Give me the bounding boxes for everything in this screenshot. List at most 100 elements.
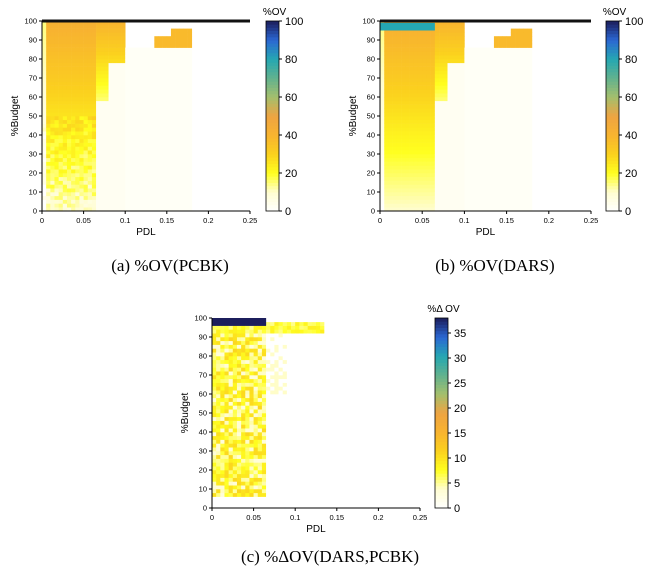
heatmap-cell [249, 454, 254, 459]
heatmap-cell [261, 428, 267, 433]
heatmap-cell [96, 154, 101, 159]
heatmap-cell [498, 135, 503, 140]
heatmap-cell [146, 74, 151, 79]
heatmap-cell [187, 119, 193, 124]
heatmap-cell [75, 24, 80, 29]
heatmap-cell [83, 207, 89, 212]
heatmap-cell [311, 321, 317, 326]
heatmap-cell [401, 157, 406, 162]
heatmap-cell [91, 36, 97, 41]
heatmap-cell [493, 74, 499, 79]
heatmap-cell [216, 420, 221, 425]
heatmap-cell [236, 447, 242, 452]
heatmap-cell [451, 78, 457, 83]
heatmap-cell [468, 161, 474, 166]
heatmap-cell [42, 62, 47, 67]
heatmap-cell [224, 416, 229, 421]
heatmap-cell [175, 169, 180, 174]
heatmap-cell [150, 104, 155, 109]
heatmap-cell [451, 138, 457, 143]
heatmap-cell [311, 432, 317, 437]
heatmap-cell [489, 89, 495, 94]
heatmap-cell [396, 28, 402, 33]
heatmap-cell [245, 382, 250, 387]
heatmap-cell [245, 466, 250, 471]
heatmap-cell [282, 409, 288, 414]
heatmap-cell [527, 112, 533, 117]
heatmap-cell [54, 199, 59, 204]
heatmap-cell [112, 89, 118, 94]
heatmap-cell [295, 500, 300, 505]
heatmap-cell [409, 180, 415, 185]
heatmap-cell [464, 192, 469, 197]
heatmap-cell [515, 195, 520, 200]
heatmap-cell [220, 439, 225, 444]
heatmap-cell [187, 188, 193, 193]
heatmap-cell [401, 207, 406, 212]
heatmap-cell [71, 154, 76, 159]
heatmap-cell [224, 439, 229, 444]
heatmap-cell [236, 375, 242, 380]
x-tick-label: 0.2 [203, 216, 213, 225]
heatmap-cell [228, 390, 234, 395]
heatmap-cell [439, 85, 444, 90]
heatmap-cell [216, 439, 221, 444]
heatmap-cell [179, 55, 184, 60]
heatmap-cell [506, 104, 512, 109]
heatmap-cell [434, 157, 440, 162]
heatmap-cell [249, 473, 254, 478]
heatmap-cell [216, 337, 221, 342]
heatmap-cell [380, 74, 385, 79]
heatmap-cell [388, 184, 393, 189]
heatmap-cell [295, 485, 300, 490]
heatmap-cell [430, 81, 436, 86]
heatmap-cell [439, 119, 444, 124]
heatmap-cell [162, 85, 168, 90]
colorbar-segment [606, 55, 619, 60]
heatmap-cell [299, 458, 304, 463]
heatmap-cell [464, 66, 469, 71]
heatmap-cell [187, 97, 193, 102]
heatmap-cell [282, 500, 288, 505]
heatmap-cell [112, 116, 118, 121]
heatmap-cell [443, 55, 448, 60]
heatmap-cell [506, 123, 512, 128]
heatmap-cell [125, 142, 130, 147]
heatmap-cell [71, 165, 76, 170]
heatmap-cell [79, 146, 84, 151]
heatmap-cell [485, 70, 491, 75]
colorbar-segment [606, 36, 619, 41]
heatmap-cell [451, 81, 457, 86]
heatmap-cell [261, 333, 267, 338]
heatmap-cell [523, 100, 528, 105]
heatmap-cell [253, 344, 259, 349]
heatmap-cell [477, 93, 482, 98]
heatmap-cell [183, 135, 188, 140]
heatmap-cell [46, 85, 51, 90]
heatmap-cell [125, 89, 130, 94]
heatmap-cell [527, 47, 533, 52]
heatmap-cell [413, 176, 419, 181]
heatmap-cell [257, 489, 263, 494]
heatmap-cell [515, 70, 520, 75]
heatmap-cell [66, 89, 72, 94]
heatmap-cell [278, 348, 284, 353]
heatmap-cell [270, 371, 275, 376]
heatmap-cell [502, 165, 507, 170]
heatmap-cell [125, 123, 130, 128]
heatmap-cell [42, 36, 47, 41]
heatmap-cell [58, 108, 64, 113]
heatmap-cell [75, 142, 80, 147]
heatmap-cell [224, 428, 229, 433]
heatmap-cell [401, 97, 406, 102]
heatmap-cell [498, 108, 503, 113]
heatmap-cell [183, 116, 188, 121]
heatmap-cell [112, 112, 118, 117]
heatmap-cell [66, 85, 72, 90]
heatmap-cell [187, 207, 193, 212]
heatmap-cell [270, 348, 275, 353]
heatmap-cell [396, 55, 402, 60]
heatmap-cell [307, 489, 313, 494]
heatmap-cell [257, 477, 263, 482]
heatmap-cell [278, 477, 284, 482]
